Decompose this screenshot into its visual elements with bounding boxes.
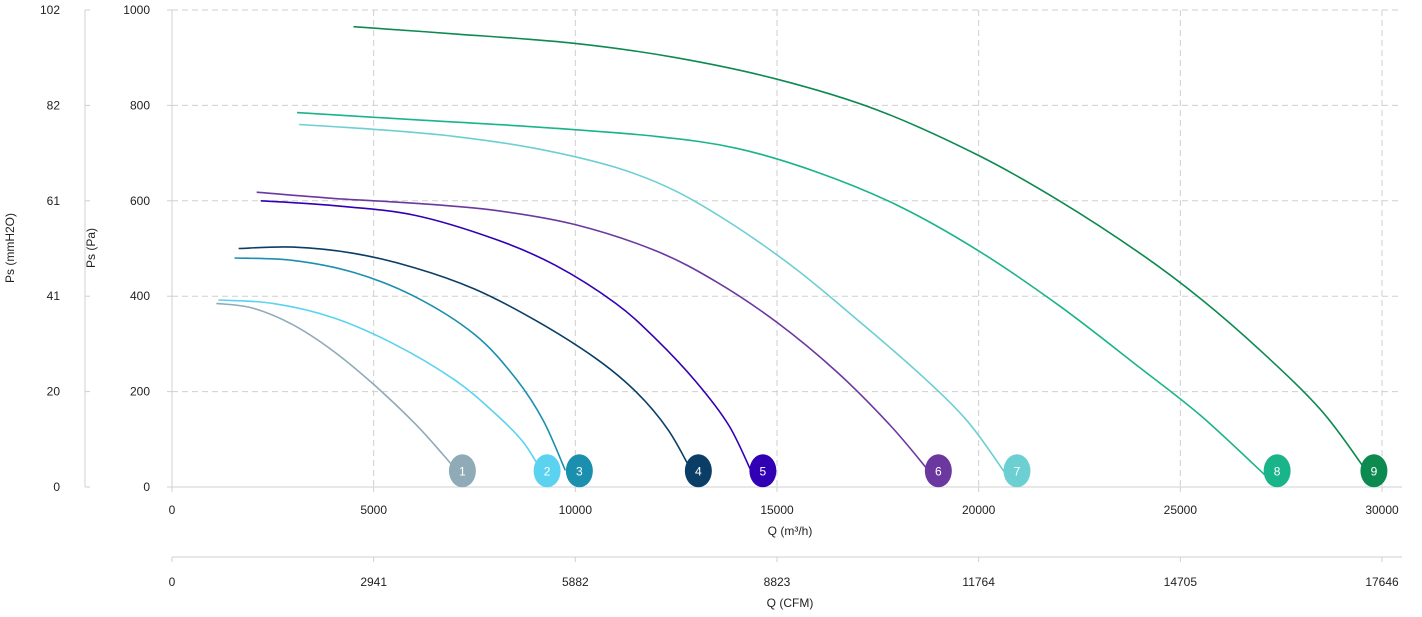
curve-marker-label: 1 [459,464,466,478]
curve-marker-8 [1263,454,1291,488]
curve-marker-3 [565,454,593,488]
x-tick-label: 10000 [559,503,593,517]
curve-marker-4 [684,454,712,488]
curve-marker-2 [533,454,561,488]
curve-3 [234,257,567,471]
curve-marker-label: 4 [695,464,702,478]
curve-7 [299,123,1006,474]
x-secondary-tick-label: 8823 [764,575,791,589]
x-tick-label: 15000 [760,503,794,517]
x-axis-title: Q (m³/h) [768,524,813,538]
x-secondary-tick-label: 0 [169,575,176,589]
curve-5 [260,200,752,471]
curve-markers: 1 2 3 4 5 6 7 8 9 [448,454,1388,488]
curve-6 [256,191,929,471]
y-secondary-tick-label: 20 [47,385,61,399]
x-tick-label: 25000 [1164,503,1198,517]
curve-marker-6 [924,454,952,488]
curve-9 [353,25,1367,471]
x-secondary-tick-label: 2941 [360,575,387,589]
x-secondary-tick-label: 11764 [962,575,995,589]
x-tick-label: 30000 [1365,503,1399,517]
y-tick-label: 0 [143,480,150,494]
y-secondary-tick-label: 61 [47,194,61,208]
curves [216,25,1367,476]
y-tick-label: 1000 [123,3,150,17]
curve-marker-label: 7 [1014,464,1021,478]
curve-marker-label: 6 [935,464,942,478]
curve-marker-label: 8 [1274,464,1281,478]
x-secondary-tick-label: 5882 [562,575,589,589]
y-axis-title: Ps (Pa) [84,228,98,268]
curve-marker-label: 3 [576,464,583,478]
curve-marker-label: 9 [1371,464,1378,478]
y-tick-label: 800 [130,98,150,112]
x-tick-label: 5000 [360,503,387,517]
axes [84,10,1402,558]
y-tick-label: 600 [130,194,150,208]
y-secondary-tick-label: 82 [47,98,61,112]
x-tick-label: 20000 [962,503,996,517]
y-secondary-tick-label: 0 [53,480,60,494]
y-tick-label: 400 [130,289,150,303]
y-secondary-tick-label: 41 [47,289,61,303]
curve-8 [296,111,1266,476]
curve-marker-7 [1003,454,1031,488]
y-axis-secondary-title: Ps (mmH2O) [3,213,17,283]
y-tick-label: 200 [130,385,150,399]
x-axis-secondary-title: Q (CFM) [767,596,814,610]
x-secondary-tick-label: 14705 [1164,575,1198,589]
y-secondary-tick-label: 102 [40,3,60,17]
x-tick-label: 0 [169,503,176,517]
tick-labels: 0050002941100005882150008823200001176425… [40,3,1399,589]
curve-marker-label: 5 [760,464,767,478]
x-secondary-tick-label: 17646 [1365,575,1399,589]
curve-marker-label: 2 [544,464,551,478]
curve-marker-9 [1360,454,1388,488]
curve-4 [238,246,693,474]
curve-marker-1 [448,454,476,488]
curve-2 [218,299,542,471]
curve-1 [216,302,457,471]
curve-marker-5 [749,454,777,488]
